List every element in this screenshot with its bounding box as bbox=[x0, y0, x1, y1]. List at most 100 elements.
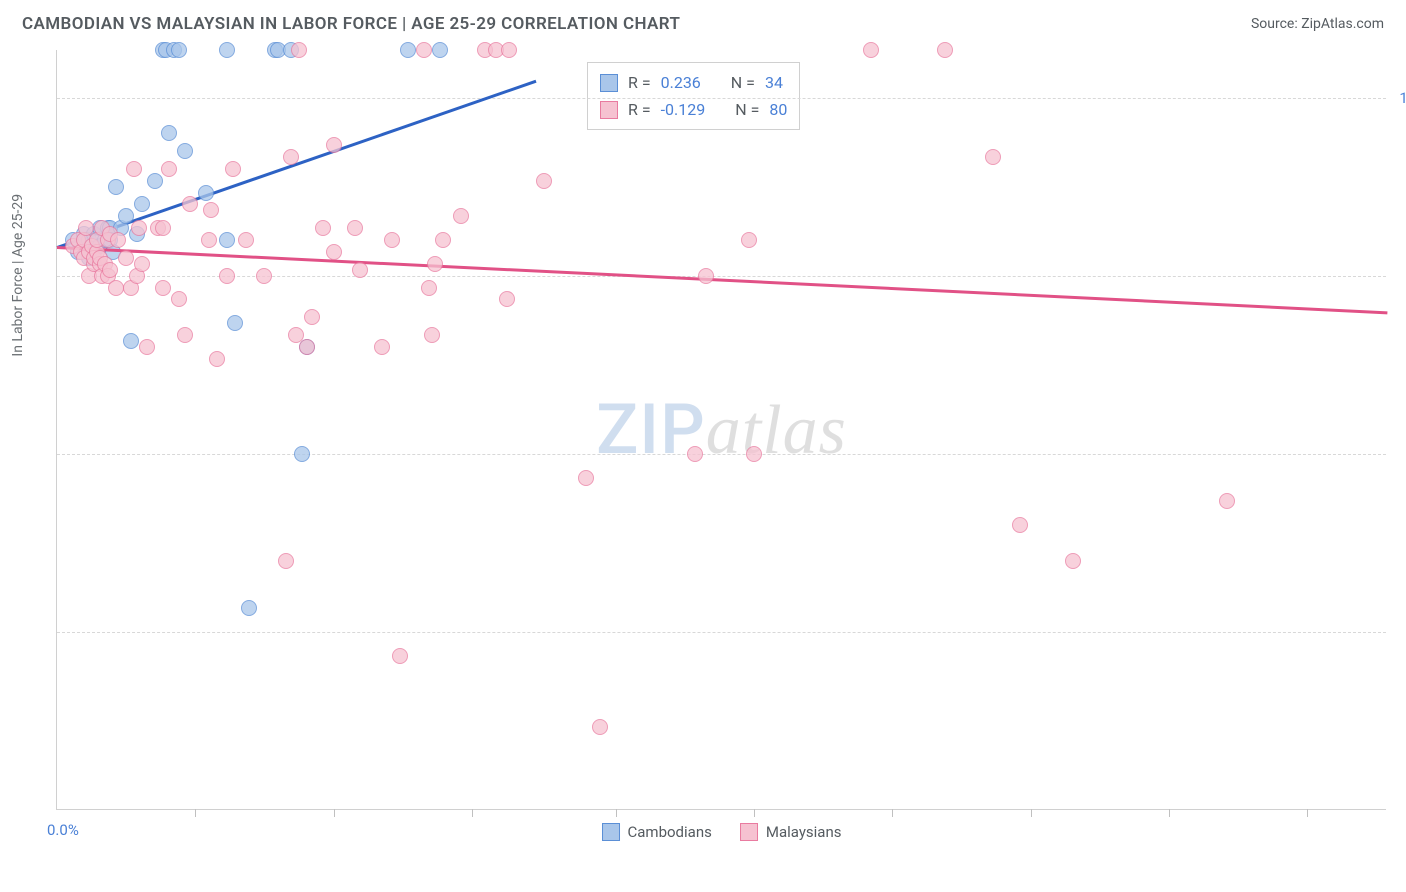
data-point bbox=[102, 262, 118, 278]
x-tick bbox=[754, 809, 755, 817]
data-point bbox=[238, 232, 254, 248]
y-axis-title: In Labor Force | Age 25-29 bbox=[10, 194, 26, 357]
trend-line bbox=[57, 246, 1387, 314]
swatch-cambodians bbox=[600, 74, 618, 92]
watermark: ZIPatlas bbox=[596, 389, 847, 471]
data-point bbox=[416, 42, 432, 58]
data-point bbox=[499, 291, 515, 307]
data-point bbox=[347, 220, 363, 236]
stats-row-malaysians: R = -0.129 N = 80 bbox=[600, 96, 787, 123]
data-point bbox=[118, 208, 134, 224]
watermark-atlas: atlas bbox=[706, 392, 847, 469]
stats-n-value-malaysians: 80 bbox=[769, 96, 787, 123]
data-point bbox=[123, 333, 139, 349]
stats-r-value-malaysians: -0.129 bbox=[661, 96, 706, 123]
legend-item-malaysians: Malaysians bbox=[740, 823, 842, 841]
data-point bbox=[384, 232, 400, 248]
data-point bbox=[746, 446, 762, 462]
stats-n-label: N = bbox=[735, 96, 759, 123]
data-point bbox=[578, 470, 594, 486]
data-point bbox=[299, 339, 315, 355]
data-point bbox=[400, 42, 416, 58]
data-point bbox=[155, 220, 171, 236]
legend-swatch-malaysians bbox=[740, 823, 758, 841]
stats-r-label: R = bbox=[628, 96, 651, 123]
data-point bbox=[171, 42, 187, 58]
data-point bbox=[592, 719, 608, 735]
data-point bbox=[536, 173, 552, 189]
data-point bbox=[1219, 493, 1235, 509]
data-point bbox=[421, 280, 437, 296]
data-point bbox=[203, 202, 219, 218]
legend: Cambodians Malaysians bbox=[602, 823, 842, 841]
legend-label-cambodians: Cambodians bbox=[628, 823, 712, 841]
data-point bbox=[294, 446, 310, 462]
data-point bbox=[161, 161, 177, 177]
data-point bbox=[1065, 553, 1081, 569]
source-attribution: Source: ZipAtlas.com bbox=[1251, 16, 1384, 32]
scatter-chart: ZIPatlas R = 0.236 N = 34 R = -0.129 N =… bbox=[56, 50, 1386, 810]
data-point bbox=[392, 648, 408, 664]
data-point bbox=[108, 280, 124, 296]
x-tick bbox=[195, 809, 196, 817]
x-tick bbox=[616, 809, 617, 817]
stats-row-cambodians: R = 0.236 N = 34 bbox=[600, 69, 787, 96]
data-point bbox=[352, 262, 368, 278]
data-point bbox=[374, 339, 390, 355]
data-point bbox=[315, 220, 331, 236]
data-point bbox=[326, 244, 342, 260]
data-point bbox=[219, 232, 235, 248]
data-point bbox=[219, 42, 235, 58]
data-point bbox=[198, 185, 214, 201]
stats-box: R = 0.236 N = 34 R = -0.129 N = 80 bbox=[587, 62, 800, 130]
data-point bbox=[937, 42, 953, 58]
data-point bbox=[278, 553, 294, 569]
data-point bbox=[241, 600, 257, 616]
data-point bbox=[126, 161, 142, 177]
data-point bbox=[985, 149, 1001, 165]
data-point bbox=[209, 351, 225, 367]
data-point bbox=[256, 268, 272, 284]
data-point bbox=[177, 143, 193, 159]
data-point bbox=[432, 42, 448, 58]
data-point bbox=[110, 232, 126, 248]
data-point bbox=[687, 446, 703, 462]
data-point bbox=[424, 327, 440, 343]
source-name: ZipAtlas.com bbox=[1301, 16, 1384, 32]
data-point bbox=[698, 268, 714, 284]
data-point bbox=[134, 256, 150, 272]
stats-r-value-cambodians: 0.236 bbox=[661, 69, 701, 96]
gridline-horizontal bbox=[57, 632, 1386, 633]
data-point bbox=[1012, 517, 1028, 533]
data-point bbox=[155, 280, 171, 296]
x-tick bbox=[1031, 809, 1032, 817]
data-point bbox=[225, 161, 241, 177]
swatch-malaysians bbox=[600, 101, 618, 119]
data-point bbox=[326, 137, 342, 153]
source-prefix: Source: bbox=[1251, 16, 1301, 32]
legend-swatch-cambodians bbox=[602, 823, 620, 841]
stats-r-label: R = bbox=[628, 69, 651, 96]
data-point bbox=[741, 232, 757, 248]
data-point bbox=[501, 42, 517, 58]
gridline-horizontal bbox=[57, 98, 1386, 99]
data-point bbox=[427, 256, 443, 272]
legend-label-malaysians: Malaysians bbox=[766, 823, 842, 841]
x-tick bbox=[1169, 809, 1170, 817]
data-point bbox=[304, 309, 320, 325]
data-point bbox=[131, 220, 147, 236]
data-point bbox=[171, 291, 187, 307]
data-point bbox=[283, 149, 299, 165]
data-point bbox=[118, 250, 134, 266]
data-point bbox=[863, 42, 879, 58]
data-point bbox=[161, 125, 177, 141]
data-point bbox=[147, 173, 163, 189]
x-axis-label-min: 0.0% bbox=[47, 821, 79, 839]
stats-n-value-cambodians: 34 bbox=[765, 69, 783, 96]
gridline-horizontal bbox=[57, 454, 1386, 455]
y-tick-label: 100.0% bbox=[1399, 89, 1406, 107]
stats-n-label: N = bbox=[731, 69, 755, 96]
x-tick bbox=[1307, 809, 1308, 817]
data-point bbox=[182, 196, 198, 212]
chart-title: CAMBODIAN VS MALAYSIAN IN LABOR FORCE | … bbox=[22, 14, 680, 34]
